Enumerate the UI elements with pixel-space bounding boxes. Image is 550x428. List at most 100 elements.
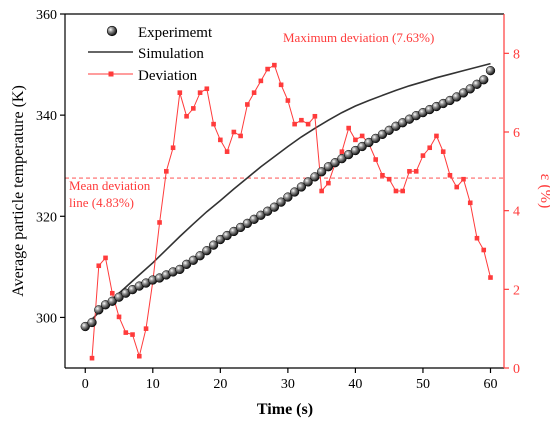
experiment-point (485, 65, 496, 76)
experiment-point (337, 153, 347, 164)
deviation-point (440, 149, 446, 154)
experiment-point (377, 129, 388, 140)
experiment-layer (80, 65, 496, 332)
deviation-point (353, 137, 358, 143)
y-left-axis-label: Average particle temperature (K) (10, 85, 27, 297)
experiment-point (188, 255, 198, 265)
deviation-point (346, 125, 351, 131)
mean-deviation-annotation-line1: Mean deviation (69, 178, 151, 193)
deviation-point (89, 355, 95, 361)
x-ticks: 0 10 20 30 40 50 60 (82, 368, 497, 392)
deviation-point (211, 121, 216, 127)
deviation-point (191, 106, 196, 111)
y-right-tick-label: 4 (513, 205, 520, 220)
deviation-point (481, 247, 487, 253)
deviation-point (292, 121, 297, 127)
experiment-point (276, 197, 286, 207)
experiment-point (175, 264, 185, 275)
y-left-tick-label: 340 (36, 109, 57, 124)
y-right-ticks: 0 2 4 6 8 (504, 47, 520, 377)
experiment-point (181, 259, 192, 269)
simulation-layer (84, 62, 491, 327)
experiment-point (371, 133, 381, 144)
y-left-tick-label: 360 (36, 8, 57, 23)
x-tick-label: 30 (281, 377, 295, 392)
deviation-point (407, 169, 412, 174)
deviation-point (454, 184, 460, 190)
y-right-tick-label: 0 (513, 362, 520, 377)
experiment-point (195, 251, 205, 261)
experiment-point (249, 214, 259, 224)
legend-simulation-label: Simulation (138, 46, 204, 62)
deviation-point (164, 169, 169, 174)
deviation-point (238, 133, 243, 139)
deviation-point (413, 169, 419, 174)
deviation-point (420, 153, 426, 158)
experiment-point (452, 92, 462, 102)
deviation-point (184, 113, 189, 119)
y-left-tick-label: 320 (36, 210, 57, 225)
experiment-point (384, 125, 394, 135)
deviation-point (312, 113, 318, 119)
experiment-point (357, 141, 367, 152)
deviation-point (305, 121, 311, 127)
deviation-point (204, 86, 210, 92)
legend-experiment-label: Experimemt (138, 25, 213, 41)
deviation-point (373, 157, 378, 162)
deviation-point (231, 129, 237, 135)
y-left-ticks: 300 320 340 360 (36, 8, 65, 326)
deviation-point (488, 275, 493, 280)
y-left-tick-label: 300 (36, 311, 57, 326)
deviation-point (461, 176, 466, 182)
experiment-point (289, 187, 300, 197)
legend-experiment-marker (106, 25, 118, 37)
x-tick-label: 0 (82, 377, 89, 392)
deviation-point (157, 220, 162, 225)
deviation-point (96, 263, 102, 269)
deviation-point (359, 133, 365, 139)
deviation-point (258, 78, 264, 84)
experiment-point (114, 292, 124, 302)
deviation-point (380, 172, 385, 178)
experiment-point (202, 246, 212, 256)
deviation-point (285, 98, 291, 103)
mean-deviation-annotation-line2: line (4.83%) (69, 195, 134, 210)
x-tick-label: 10 (146, 377, 160, 392)
deviation-point (116, 314, 122, 320)
deviation-point (177, 90, 183, 95)
deviation-point (123, 330, 129, 335)
x-tick-label: 50 (416, 377, 430, 392)
y-right-tick-label: 2 (513, 283, 520, 298)
experiment-point (296, 182, 307, 192)
experiment-point (94, 305, 104, 315)
deviation-point (245, 102, 250, 107)
experiment-point (330, 158, 340, 168)
deviation-point (109, 290, 115, 296)
experiment-point (242, 218, 253, 229)
deviation-point (143, 326, 149, 331)
deviation-point (278, 82, 284, 88)
x-tick-label: 60 (483, 377, 497, 392)
experiment-point (80, 321, 90, 332)
deviation-point (130, 332, 135, 337)
legend-deviation-label: Deviation (138, 68, 198, 84)
deviation-point (319, 188, 324, 194)
deviation-point (393, 188, 399, 194)
deviation-point (170, 145, 176, 151)
experiment-point (472, 79, 482, 89)
y-right-tick-label: 6 (513, 126, 520, 141)
experiment-point (256, 210, 266, 220)
experiment-point (303, 177, 313, 187)
experiment-point (479, 75, 489, 85)
experiment-point (350, 145, 361, 156)
deviation-point (103, 255, 108, 261)
deviation-point (251, 90, 257, 95)
experiment-point (465, 84, 475, 94)
experiment-point (269, 202, 280, 212)
experiment-point (107, 296, 117, 306)
legend: Experimemt Simulation Deviation (88, 25, 213, 84)
experiment-point (458, 88, 469, 98)
experiment-point (229, 226, 239, 237)
deviation-point (197, 90, 203, 95)
